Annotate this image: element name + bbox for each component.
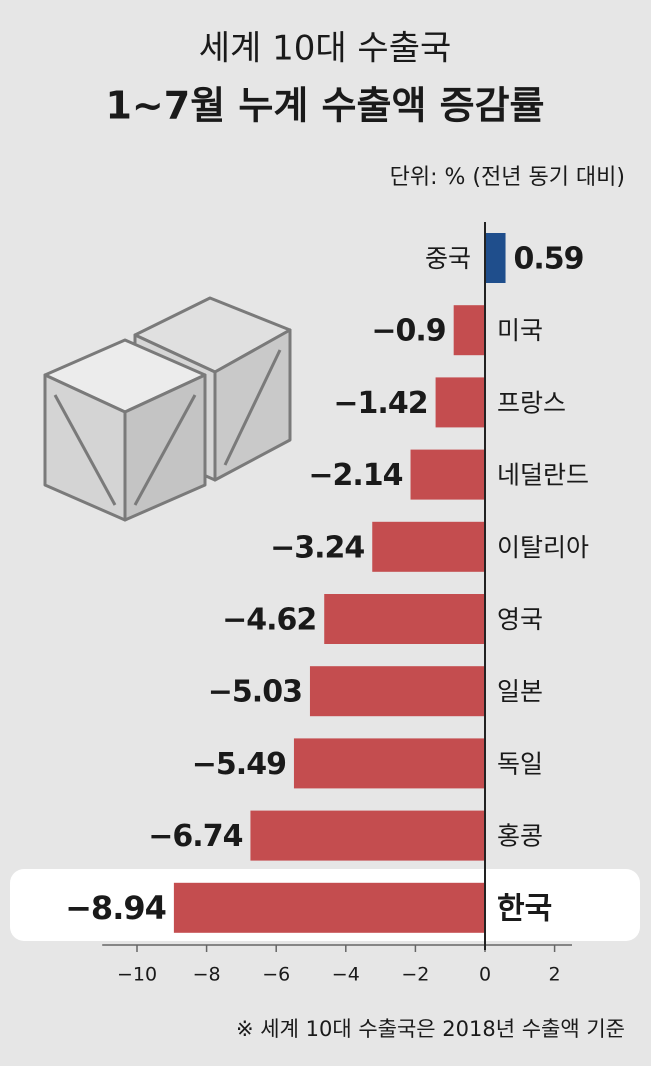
x-tick-label: −10 [117,964,157,986]
x-tick-label: −8 [193,964,221,986]
value-label: −5.49 [192,747,286,782]
value-label: −6.74 [148,819,242,854]
x-tick-label: −4 [332,964,360,986]
unit-note: 단위: % (전년 동기 대비) [390,165,625,190]
bar [453,305,485,356]
category-label: 이탈리아 [497,533,589,562]
bar [410,449,485,500]
x-tick-label: 2 [549,964,561,986]
chart-title: 세계 10대 수출국 [199,29,452,69]
bar [324,594,485,644]
x-tick-label: −6 [262,964,290,986]
bar [372,521,485,572]
chart-subtitle: 1~7월 누계 수출액 증감률 [105,84,544,128]
bar [309,666,485,717]
category-label: 홍콩 [497,822,543,851]
value-label: −1.42 [333,386,427,421]
x-tick-label: −2 [401,964,429,986]
value-label: −4.62 [222,603,316,638]
value-label: −3.24 [270,530,364,565]
category-label: 영국 [497,605,543,634]
bar [435,377,485,428]
crates-illustration [43,296,292,522]
value-label: −8.94 [65,889,166,927]
bar [173,882,485,933]
bar [293,738,485,789]
bar [485,233,506,283]
category-label: 중국 [425,244,471,273]
category-label: 독일 [497,749,543,778]
value-label: −0.9 [371,314,445,349]
bar [250,810,485,861]
value-label: −2.14 [308,458,402,493]
value-label: 0.59 [514,242,584,277]
category-label: 한국 [497,891,552,926]
value-label: −5.03 [208,675,302,710]
category-label: 미국 [497,316,543,345]
x-tick-label: 0 [479,964,491,986]
category-label: 프랑스 [497,388,566,417]
category-label: 네덜란드 [497,461,589,490]
category-label: 일본 [497,677,543,706]
footnote: ※ 세계 10대 수출국은 2018년 수출액 기준 [236,1017,625,1041]
